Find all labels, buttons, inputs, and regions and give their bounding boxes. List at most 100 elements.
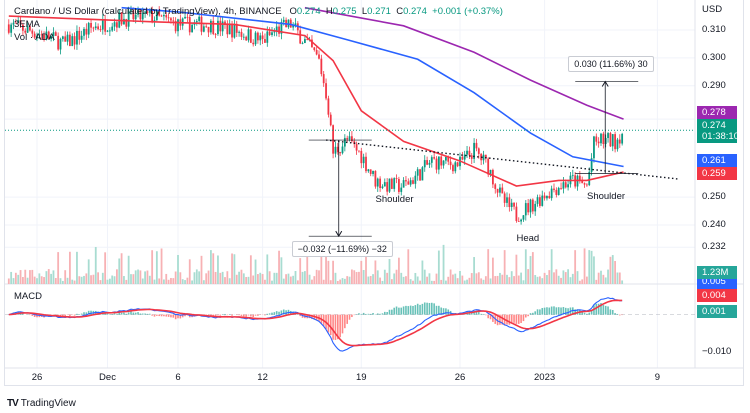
price-tick: 0.290 bbox=[702, 79, 726, 91]
macd-histogram-bar bbox=[496, 314, 499, 326]
macd-histogram-bar bbox=[257, 314, 259, 316]
volume-bar bbox=[546, 275, 548, 284]
volume-bar bbox=[249, 255, 252, 284]
candle-body bbox=[155, 11, 158, 21]
candle-body bbox=[529, 199, 532, 213]
candle-body bbox=[97, 26, 99, 30]
volume-bar bbox=[207, 270, 210, 284]
macd-histogram-bar bbox=[557, 307, 560, 315]
candle-body bbox=[224, 21, 226, 25]
volume-bar bbox=[214, 271, 217, 284]
candle-body bbox=[553, 188, 555, 190]
volume-bar bbox=[83, 275, 85, 284]
volume-bar bbox=[92, 274, 95, 284]
volume-bar bbox=[221, 271, 224, 284]
macd-histogram-bar bbox=[475, 310, 478, 315]
candle-body bbox=[228, 24, 231, 35]
candle-body bbox=[433, 157, 436, 159]
candle-body bbox=[332, 125, 334, 154]
candle-body bbox=[132, 10, 135, 20]
candle-body bbox=[261, 35, 264, 40]
volume-bar bbox=[155, 251, 158, 284]
macd-histogram-bar bbox=[217, 314, 219, 316]
candle-body bbox=[90, 23, 92, 28]
macd-histogram-bar bbox=[280, 310, 283, 315]
price-tick: 0.250 bbox=[702, 191, 726, 203]
volume-bar bbox=[7, 278, 10, 284]
macd-histogram-bar bbox=[252, 314, 254, 318]
volume-bar bbox=[466, 279, 468, 284]
candle-body bbox=[186, 16, 189, 18]
macd-histogram-bar bbox=[508, 314, 511, 325]
candle-body bbox=[252, 42, 255, 45]
macd-histogram-bar bbox=[120, 312, 123, 315]
macd-histogram-bar bbox=[219, 314, 222, 316]
macd-histogram-bar bbox=[548, 307, 551, 315]
macd-histogram-bar bbox=[247, 314, 250, 316]
volume-bar bbox=[414, 272, 417, 284]
candle-body bbox=[108, 30, 111, 32]
volume-bar bbox=[456, 278, 459, 284]
macd-histogram-bar bbox=[351, 314, 353, 318]
volume-bar bbox=[193, 272, 196, 284]
macd-histogram-bar bbox=[87, 310, 90, 315]
macd-histogram-bar bbox=[510, 314, 513, 324]
signal-badge: 0.004 bbox=[697, 289, 737, 302]
volume-bar bbox=[26, 277, 29, 284]
candle-body bbox=[254, 32, 257, 45]
candle-body bbox=[597, 141, 600, 144]
indicator-macd-legend[interactable]: MACD bbox=[14, 291, 42, 302]
candle-body bbox=[292, 24, 295, 28]
volume-bar bbox=[104, 252, 107, 284]
volume-bar bbox=[416, 276, 419, 284]
volume-bar bbox=[210, 250, 212, 284]
candle-body bbox=[515, 206, 518, 221]
macd-histogram-bar bbox=[619, 314, 621, 316]
open-value: 0.274 bbox=[296, 6, 321, 17]
pattern-label-shoulder[interactable]: Shoulder bbox=[587, 191, 626, 203]
volume-bar bbox=[226, 271, 229, 284]
volume-bar bbox=[369, 275, 372, 284]
volume-bar bbox=[320, 255, 323, 284]
measure-label[interactable]: −0.032 (−11.69%) −32 bbox=[291, 241, 393, 258]
candle-body bbox=[405, 180, 407, 182]
volume-bar bbox=[43, 277, 45, 284]
candle-body bbox=[40, 34, 43, 36]
volume-bar bbox=[339, 279, 342, 284]
candle-body bbox=[583, 183, 586, 185]
candle-body bbox=[618, 139, 621, 144]
volume-bar bbox=[419, 280, 421, 284]
candle-body bbox=[541, 195, 544, 206]
macd-histogram-bar bbox=[271, 312, 273, 315]
candle-body bbox=[123, 18, 125, 25]
candle-body bbox=[510, 202, 513, 208]
macd-histogram-bar bbox=[506, 314, 508, 325]
volume-bar bbox=[76, 251, 78, 284]
volume-bar bbox=[73, 280, 76, 284]
volume-bar bbox=[292, 275, 295, 284]
macd-histogram-bar bbox=[308, 314, 311, 319]
volume-bar bbox=[343, 278, 346, 284]
indicator-volume-legend[interactable]: Vol · ADA bbox=[14, 32, 55, 43]
measure-label[interactable]: 0.030 (11.66%) 30 bbox=[568, 55, 654, 72]
indicator-ema-legend[interactable]: 3EMA bbox=[14, 19, 40, 30]
macd-histogram-bar bbox=[250, 314, 252, 317]
volume-bar bbox=[611, 255, 614, 284]
candle-body bbox=[144, 11, 146, 13]
pattern-label-shoulder[interactable]: Shoulder bbox=[375, 193, 414, 205]
volume-bar bbox=[33, 276, 36, 284]
macd-histogram-bar bbox=[348, 314, 351, 320]
tradingview-logo[interactable]: TV TradingView bbox=[7, 398, 76, 409]
volume-bar bbox=[360, 260, 363, 284]
candle-body bbox=[428, 162, 431, 165]
candle-body bbox=[578, 175, 581, 180]
volume-bar bbox=[271, 280, 273, 284]
candle-body bbox=[407, 181, 410, 185]
candle-body bbox=[543, 195, 546, 199]
volume-bar bbox=[555, 269, 558, 284]
candle-body bbox=[259, 35, 262, 41]
pattern-label-head[interactable]: Head bbox=[516, 232, 540, 244]
candle-body bbox=[167, 17, 170, 19]
volume-bar bbox=[618, 272, 621, 284]
